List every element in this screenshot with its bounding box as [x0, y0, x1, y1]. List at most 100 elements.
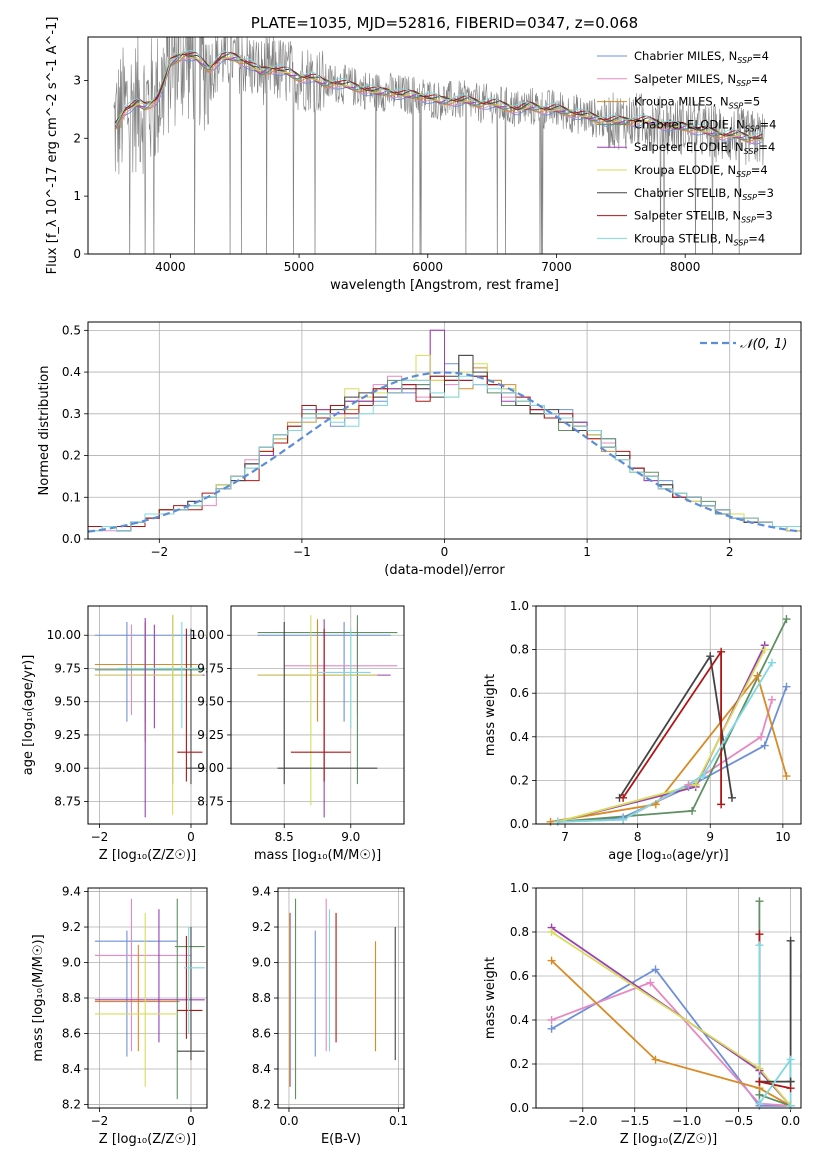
y-tick-label: 9.00: [197, 761, 224, 775]
marker-1-1: [646, 978, 655, 987]
marker-0-0: [547, 1024, 556, 1033]
y-tick-label: 0.4: [62, 365, 81, 379]
y-tick-label: 9.00: [54, 761, 81, 775]
y-axis-label: age [log₁₀(age/yr)]: [21, 655, 36, 776]
marker-1-3: [757, 732, 766, 741]
y-tick-label: 0.6: [510, 969, 529, 983]
marker-8-3: [767, 658, 776, 667]
series-line-1: [551, 981, 791, 1107]
y-tick-label: 0.4: [510, 730, 529, 744]
y-tick-label: 0.0: [510, 1101, 529, 1115]
y-tick-label: 2: [73, 131, 81, 145]
plot-area: [88, 329, 801, 533]
series-line-0: [557, 686, 788, 823]
marker-8-1: [755, 1099, 764, 1108]
x-tick-label: 0.0: [279, 1114, 298, 1128]
legend-subscript: SSP: [744, 147, 759, 156]
axes-frame: [87, 887, 208, 1109]
marker-5-1: [755, 1064, 764, 1073]
series-line-4: [551, 926, 792, 1107]
y-tick-label: 8.8: [252, 991, 271, 1005]
marker-6-2: [728, 793, 737, 802]
plot-area: [288, 898, 396, 1100]
x-tick-label: 0.0: [781, 1114, 800, 1128]
x-tick-label: 5000: [284, 260, 315, 274]
series-line-6: [759, 940, 792, 1083]
marker-3-2: [782, 615, 791, 624]
marker-1-4: [767, 695, 776, 704]
x-tick-label: 8000: [670, 260, 701, 274]
y-tick-label: 0: [73, 247, 81, 261]
plot-area: [257, 615, 398, 818]
y-tick-label: 8.75: [197, 794, 224, 808]
legend-entry: Salpeter ELODIE, NSSP=4: [634, 140, 775, 156]
marker-7-0: [755, 930, 764, 939]
x-tick-label: −2: [150, 545, 168, 559]
x-axis-label: (data-model)/error: [384, 563, 505, 578]
y-tick-label: 9.4: [62, 885, 81, 899]
legend-subscript: SSP: [737, 56, 752, 65]
marker-2-0: [547, 956, 556, 965]
y-tick-label: 0.4: [510, 1013, 529, 1027]
marker-7-2: [786, 1084, 795, 1093]
marker-0-3: [760, 741, 769, 750]
y-tick-label: 9.0: [62, 956, 81, 970]
y-tick-label: 9.2: [252, 920, 271, 934]
marker-3-1: [755, 1090, 764, 1099]
axes-age-vs-Z: −2 0 8.75 9.00 9.25 9.50 9.75 10.00 Z [log₁₀(Z/Z…: [21, 605, 208, 863]
x-tick-label: 8: [634, 830, 642, 844]
axes-frame: [87, 605, 208, 825]
series-line-0: [551, 968, 791, 1107]
marker-7-1: [755, 1077, 764, 1086]
x-tick-label: −1.0: [672, 1114, 701, 1128]
observed-spectrum-line: [113, 37, 766, 254]
legend-count: =4: [748, 231, 765, 245]
legend-count: =3: [756, 209, 773, 223]
marker-2-1: [651, 800, 660, 809]
x-tick-label: 4000: [155, 260, 186, 274]
legend-entry: Chabrier MILES, NSSP=4: [634, 49, 769, 65]
marker-8-2: [698, 772, 707, 781]
y-tick-label: 9.50: [197, 695, 224, 709]
legend-entry: Salpeter STELIB, NSSP=3: [634, 209, 773, 225]
x-tick-label: 0.1: [389, 1114, 408, 1128]
y-tick-label: 8.4: [252, 1062, 271, 1076]
y-tick-label: 8.8: [62, 991, 81, 1005]
marker-8-0: [755, 941, 764, 950]
marker-2-3: [782, 772, 791, 781]
marker-6-1: [706, 652, 715, 661]
axes-spectrum: 4000 5000 6000 7000 8000 0 1 2 3 wavelength [Angs…: [45, 14, 802, 293]
x-tick-label: 7: [561, 830, 569, 844]
y-tick-label: 1.0: [510, 881, 529, 895]
x-tick-label: −2.0: [568, 1114, 597, 1128]
x-axis-label: Z [log₁₀(Z/Z☉)]: [99, 1132, 196, 1147]
x-tick-label: 0: [187, 830, 195, 844]
x-tick-label: 9: [706, 830, 714, 844]
model-line-3: [114, 53, 763, 141]
y-axis-label: Normed distribution: [37, 366, 52, 496]
marker-3-0: [755, 897, 764, 906]
legend-count: =4: [752, 49, 769, 63]
y-tick-label: 9.4: [252, 885, 271, 899]
x-tick-label: −1: [293, 545, 311, 559]
y-tick-label: 1.0: [510, 599, 529, 613]
y-tick-label: 3: [73, 73, 81, 87]
hist-step-8: [88, 375, 801, 532]
x-tick-label: −2: [91, 1114, 109, 1128]
legend-count: =4: [751, 72, 768, 86]
model-line-8: [114, 50, 763, 138]
axes-mass-weight-vs-age: 7 8 9 10 0.0 0.2 0.4 0.6 0.8 1.0 age [log₁₀(age/yr…: [483, 599, 802, 863]
marker-0-4: [782, 682, 791, 691]
legend-entry: Chabrier ELODIE, NSSP=4: [634, 117, 776, 133]
y-tick-label: 0.0: [62, 532, 81, 546]
series-line-5: [551, 931, 792, 1107]
series-line-2: [550, 959, 792, 1107]
y-axis-label: mass weight: [483, 957, 498, 1039]
y-tick-label: 0.2: [510, 1057, 529, 1071]
axes-frame: [535, 887, 802, 1109]
series-line-1: [557, 699, 773, 823]
y-axis-label: mass [log₁₀(M/M☉)]: [31, 934, 46, 1061]
y-tick-label: 0.3: [62, 407, 81, 421]
y-tick-label: 0.8: [510, 925, 529, 939]
model-line-6: [114, 52, 763, 140]
